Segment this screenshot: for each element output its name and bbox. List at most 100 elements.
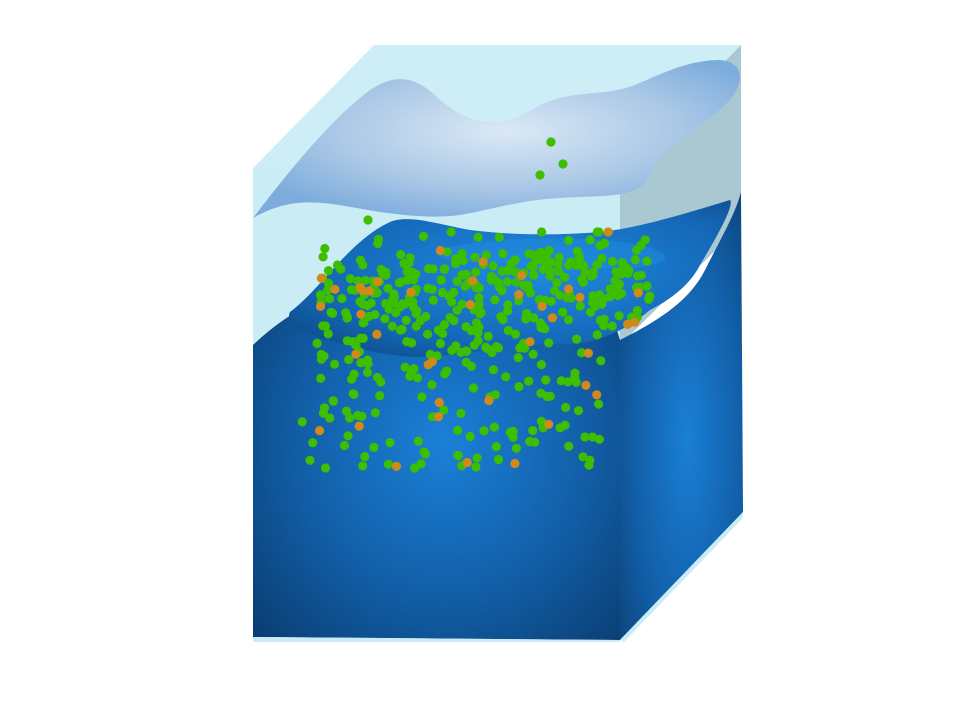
green-particle — [493, 277, 503, 287]
green-particle — [410, 463, 420, 473]
orange-particle — [510, 458, 520, 469]
orange-particle — [434, 397, 444, 408]
green-particle — [461, 346, 471, 356]
green-particle — [356, 333, 366, 343]
green-particle — [471, 462, 481, 472]
green-particle — [585, 235, 595, 245]
green-particle — [536, 323, 546, 333]
green-particle — [360, 452, 370, 462]
green-particle — [400, 362, 410, 372]
green-particle — [503, 306, 513, 316]
green-particle — [447, 345, 457, 355]
green-particle — [383, 459, 394, 469]
green-particle — [607, 321, 617, 331]
green-particle — [339, 440, 350, 451]
green-particle — [524, 249, 534, 259]
green-particle — [358, 461, 368, 471]
orange-particle — [391, 461, 402, 471]
green-particle — [411, 309, 421, 319]
green-particle — [540, 261, 550, 271]
green-particle — [402, 266, 412, 276]
green-particle — [320, 243, 330, 254]
green-particle — [326, 307, 336, 317]
orange-particle — [365, 286, 375, 296]
green-particle — [542, 392, 553, 402]
green-particle — [427, 380, 437, 390]
green-particle — [630, 255, 640, 265]
green-particle — [474, 293, 484, 303]
green-particle — [597, 253, 607, 263]
green-particle — [493, 343, 503, 353]
green-particle — [493, 454, 504, 465]
green-particle — [397, 324, 407, 334]
green-particle — [555, 423, 565, 433]
green-particle — [498, 315, 508, 325]
green-particle — [544, 246, 554, 256]
green-particle — [594, 399, 604, 409]
orange-particle — [633, 288, 643, 298]
orange-particle — [423, 360, 433, 370]
green-particle — [423, 329, 433, 339]
green-particle — [560, 272, 570, 282]
green-particle — [381, 299, 391, 309]
orange-particle — [630, 317, 640, 327]
green-particle — [488, 365, 498, 375]
green-particle — [348, 389, 358, 399]
green-particle — [332, 260, 343, 270]
green-particle — [418, 231, 429, 241]
green-particle — [316, 291, 326, 301]
green-particle — [483, 331, 493, 341]
green-particle — [570, 372, 580, 382]
green-particle — [608, 256, 618, 267]
green-particle — [521, 314, 531, 324]
green-particle — [439, 405, 449, 415]
green-particle — [373, 238, 383, 249]
green-particle — [401, 315, 411, 325]
green-particle — [578, 452, 588, 462]
green-particle — [388, 295, 398, 305]
green-particle — [439, 320, 449, 330]
green-particle — [585, 455, 595, 465]
orange-particle — [575, 292, 585, 302]
green-particle — [575, 301, 585, 311]
orange-particle — [465, 300, 475, 310]
green-particle — [457, 249, 467, 259]
orange-particle — [517, 270, 527, 280]
green-particle — [465, 431, 475, 442]
green-particle — [369, 442, 379, 452]
orange-particle — [525, 337, 535, 347]
orange-particle — [563, 284, 574, 294]
green-particle — [632, 306, 642, 316]
green-particle — [457, 299, 467, 309]
green-particle — [580, 268, 590, 278]
green-particle — [523, 280, 533, 290]
green-particle — [450, 258, 461, 269]
green-particle — [473, 232, 483, 242]
green-particle — [528, 349, 538, 359]
orange-particle — [514, 290, 524, 300]
green-particle — [344, 355, 354, 365]
water-bottom-side-edge — [620, 512, 743, 642]
green-particle — [594, 434, 605, 444]
green-particle — [355, 255, 366, 265]
green-particle — [572, 334, 582, 344]
green-particle — [489, 422, 499, 432]
green-particle — [514, 382, 524, 392]
green-particle — [373, 372, 383, 383]
green-particle — [411, 321, 421, 331]
orange-particle — [435, 245, 445, 256]
green-particle — [358, 318, 368, 328]
orange-particle — [351, 349, 361, 359]
orange-particle — [547, 313, 558, 323]
green-particle — [546, 296, 556, 306]
water-side-face — [620, 192, 743, 640]
green-particle — [486, 272, 496, 282]
green-particle — [474, 283, 484, 293]
green-particle — [337, 293, 347, 304]
green-particle — [525, 288, 536, 298]
green-particle — [323, 329, 333, 339]
green-particle — [503, 266, 513, 276]
green-particle — [385, 438, 395, 448]
green-particle — [505, 427, 515, 437]
green-particle — [383, 283, 393, 293]
